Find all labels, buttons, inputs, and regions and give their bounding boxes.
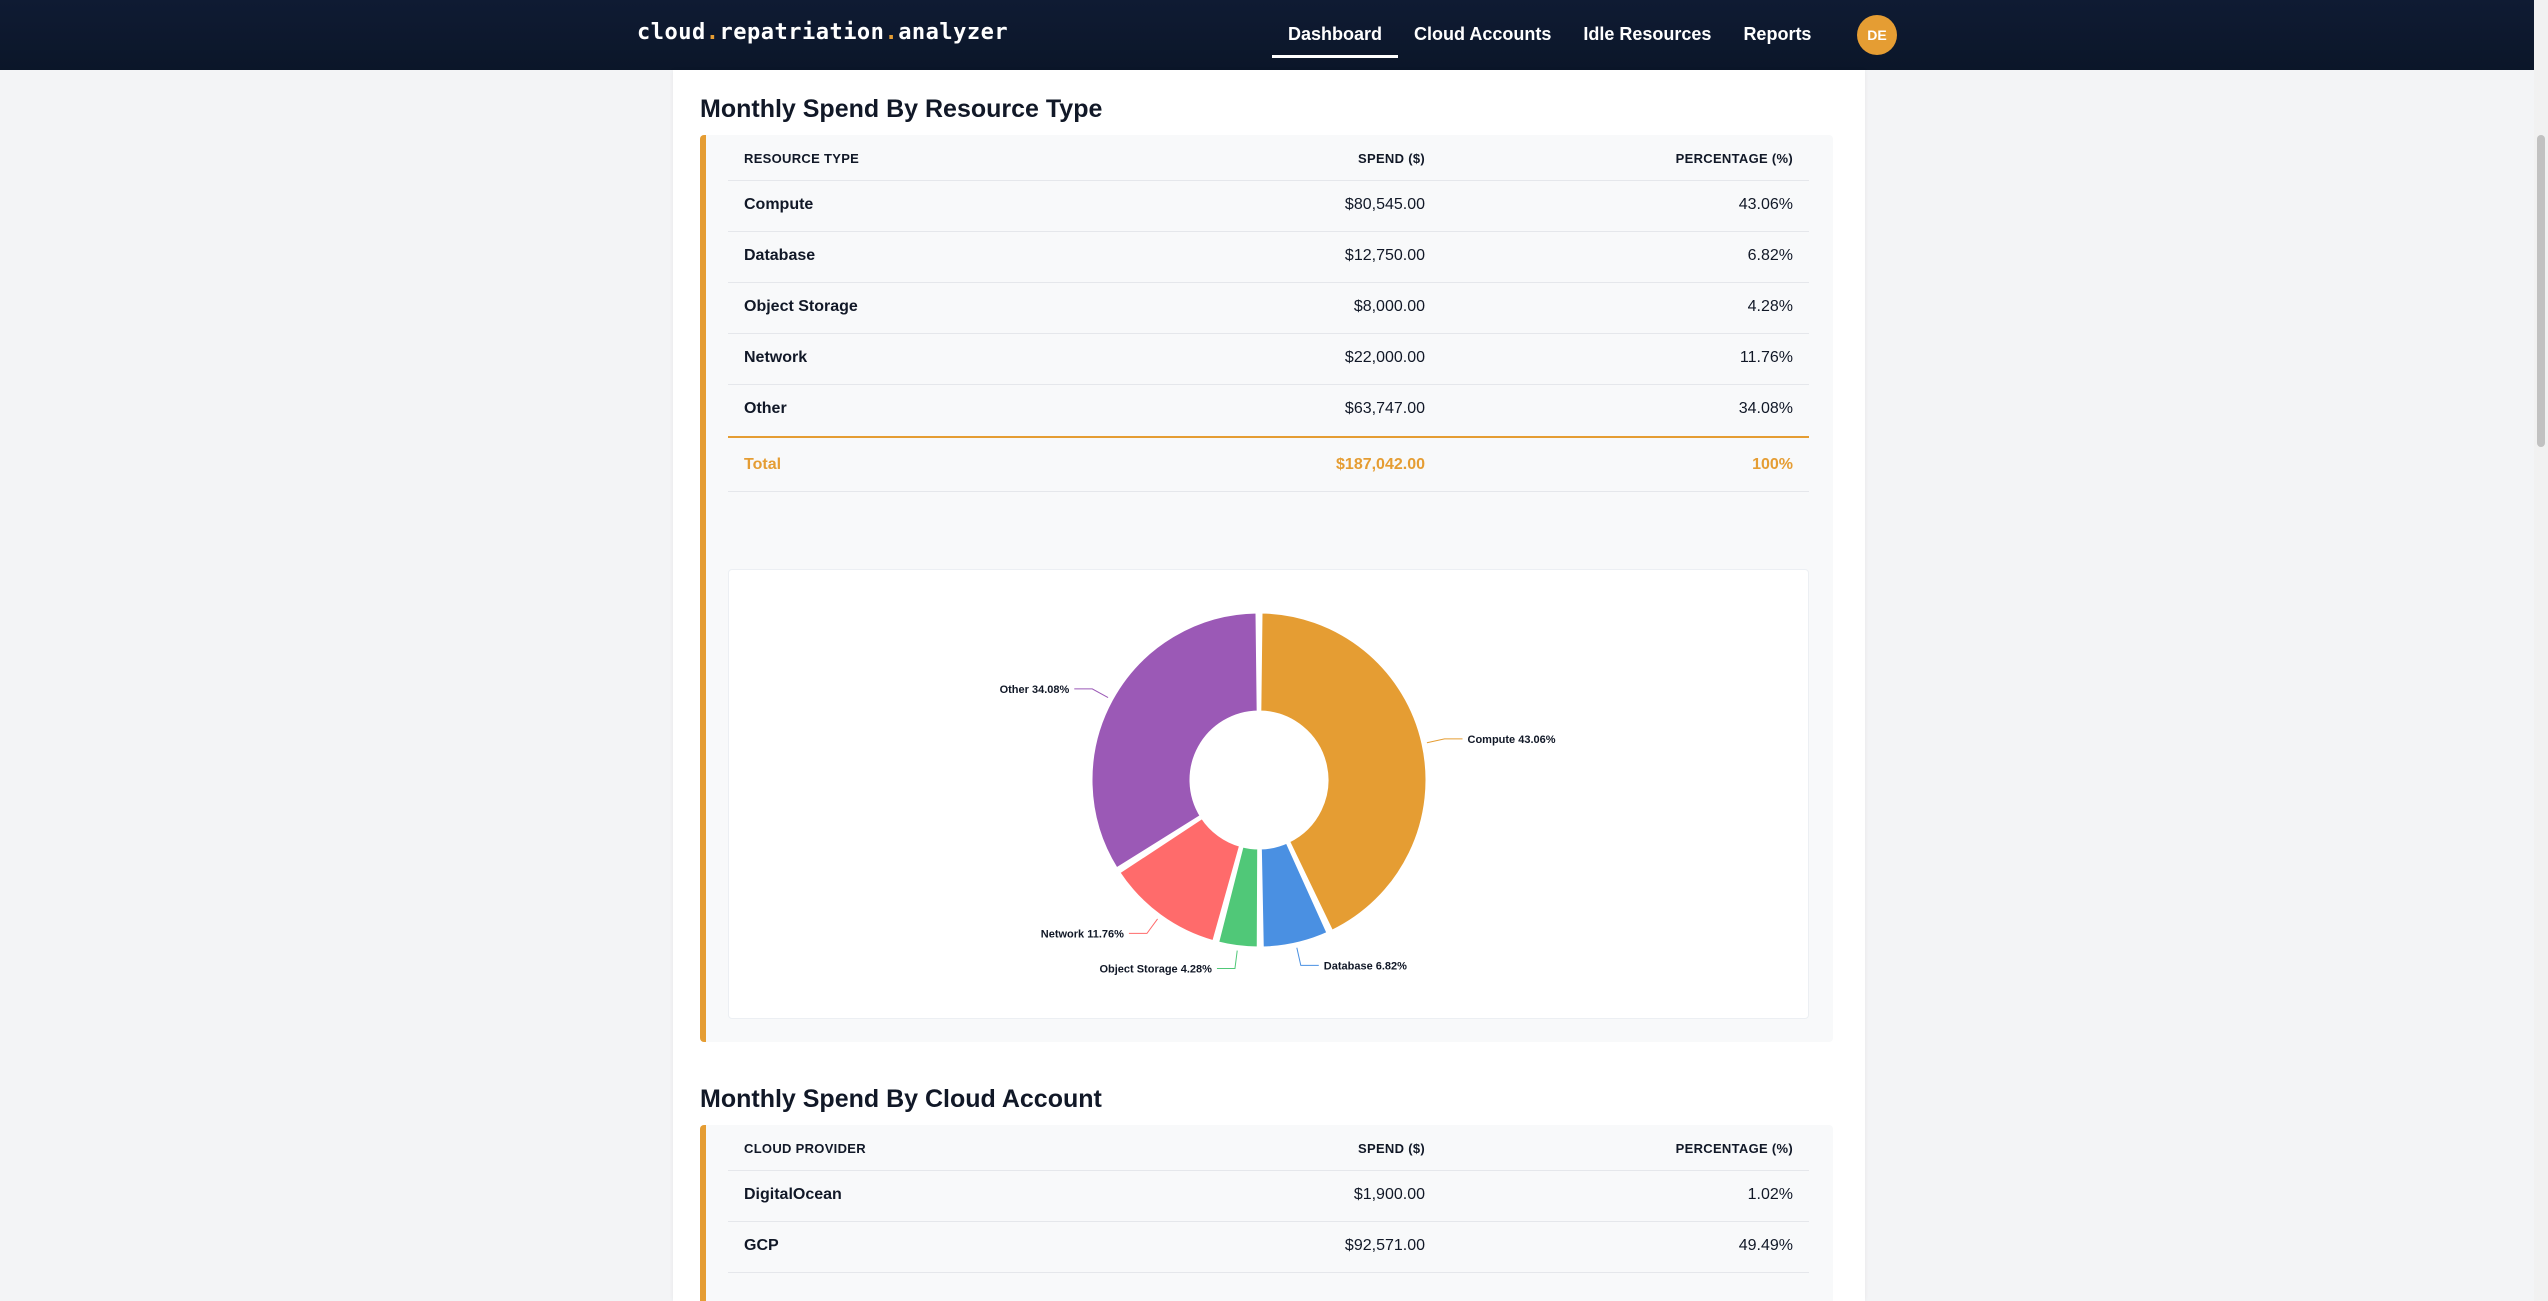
user-avatar[interactable]: DE (1857, 15, 1897, 55)
table-header-row: RESOURCE TYPE SPEND ($) PERCENTAGE (%) (728, 135, 1809, 181)
nav-idle-resources[interactable]: Idle Resources (1583, 24, 1712, 44)
row-name: Compute (744, 196, 814, 213)
table-row: Network $22,000.00 11.76% (728, 334, 1809, 385)
table-row: Database $12,750.00 6.82% (728, 232, 1809, 283)
row-name: Other (744, 400, 787, 417)
col-header-percentage[interactable]: PERCENTAGE (%) (1675, 1141, 1793, 1156)
brand-part: analyzer (898, 20, 1009, 45)
donut-slice-label: Compute 43.06% (1468, 734, 1556, 746)
table-row: Object Storage $8,000.00 4.28% (728, 283, 1809, 334)
brand-part: repatriation (719, 20, 885, 45)
row-percentage: 49.49% (1738, 1237, 1793, 1254)
donut-slice-object-storage[interactable] (1216, 844, 1261, 950)
donut-slice-other[interactable] (1089, 610, 1260, 871)
resource-section-title: Monthly Spend By Resource Type (700, 95, 1103, 123)
row-spend: $1,900.00 (1353, 1186, 1425, 1203)
account-card: CLOUD PROVIDER SPEND ($) PERCENTAGE (%) … (700, 1125, 1833, 1301)
row-percentage: 4.28% (1747, 298, 1793, 315)
total-percentage: 100% (1752, 456, 1793, 473)
col-header-spend[interactable]: SPEND ($) (1358, 1141, 1425, 1156)
row-spend: $12,750.00 (1344, 247, 1425, 264)
donut-slice-label: Database 6.82% (1324, 960, 1407, 972)
brand-dot: . (884, 20, 899, 45)
row-name: DigitalOcean (744, 1186, 842, 1203)
resource-donut-chart: Compute 43.06% Database 6.82% Object Stora… (728, 569, 1809, 1019)
donut-label-leader (1296, 947, 1319, 966)
donut-label-leader (1074, 688, 1109, 698)
row-spend: $22,000.00 (1344, 349, 1425, 366)
total-spend: $187,042.00 (1336, 456, 1425, 473)
row-name: Object Storage (744, 298, 858, 315)
col-header-resource-type[interactable]: RESOURCE TYPE (744, 151, 860, 166)
table-header-row: CLOUD PROVIDER SPEND ($) PERCENTAGE (%) (728, 1125, 1809, 1171)
nav-reports[interactable]: Reports (1743, 24, 1812, 44)
app-logo[interactable]: cloud.repatriation.analyzer (637, 20, 1008, 45)
donut-slice-label: Network 11.76% (1041, 928, 1124, 940)
row-name: GCP (744, 1237, 779, 1254)
col-header-cloud-provider[interactable]: CLOUD PROVIDER (744, 1141, 866, 1156)
donut-slice-label: Object Storage 4.28% (1099, 963, 1212, 975)
row-percentage: 11.76% (1739, 349, 1793, 366)
brand-part: cloud (637, 20, 706, 45)
donut-slice-label: Other 34.08% (1000, 684, 1070, 696)
main-nav: Dashboard Cloud Accounts Idle Resources … (1272, 0, 1827, 70)
page-scrollbar-thumb[interactable] (2537, 135, 2545, 447)
account-table: CLOUD PROVIDER SPEND ($) PERCENTAGE (%) … (728, 1125, 1809, 1273)
account-section-title: Monthly Spend By Cloud Account (700, 1085, 1102, 1113)
row-percentage: 6.82% (1747, 247, 1793, 264)
row-spend: $63,747.00 (1344, 400, 1425, 417)
donut-slice-database[interactable] (1258, 840, 1330, 950)
donut-slice-compute[interactable] (1258, 610, 1429, 933)
donut-label-leader (1216, 950, 1238, 969)
nav-dashboard[interactable]: Dashboard (1272, 0, 1399, 58)
row-percentage: 1.02% (1747, 1186, 1793, 1203)
resource-card: RESOURCE TYPE SPEND ($) PERCENTAGE (%) C… (700, 135, 1833, 1042)
resource-table: RESOURCE TYPE SPEND ($) PERCENTAGE (%) C… (728, 135, 1809, 492)
table-row: Compute $80,545.00 43.06% (728, 181, 1809, 232)
table-total-row: Total $187,042.00 100% (728, 436, 1809, 492)
row-percentage: 34.08% (1738, 400, 1793, 417)
donut-slice-network[interactable] (1117, 815, 1243, 944)
donut-label-leader (1426, 738, 1463, 744)
row-spend: $92,571.00 (1344, 1237, 1425, 1254)
top-navbar: cloud.repatriation.analyzer Dashboard Cl… (0, 0, 2534, 70)
col-header-spend[interactable]: SPEND ($) (1358, 151, 1425, 166)
row-name: Network (744, 349, 808, 366)
nav-cloud-accounts[interactable]: Cloud Accounts (1414, 24, 1552, 44)
table-row: Other $63,747.00 34.08% (728, 385, 1809, 436)
row-spend: $8,000.00 (1353, 298, 1425, 315)
total-label: Total (744, 456, 782, 473)
row-name: Database (744, 247, 816, 264)
donut-label-leader (1128, 918, 1158, 934)
row-percentage: 43.06% (1738, 196, 1793, 213)
col-header-percentage[interactable]: PERCENTAGE (%) (1675, 151, 1793, 166)
table-row: DigitalOcean $1,900.00 1.02% (728, 1171, 1809, 1222)
donut-chart-svg: Compute 43.06% Database 6.82% Object Stora… (1000, 610, 1556, 975)
row-spend: $80,545.00 (1344, 196, 1425, 213)
table-row: GCP $92,571.00 49.49% (728, 1222, 1809, 1273)
brand-dot: . (705, 20, 720, 45)
